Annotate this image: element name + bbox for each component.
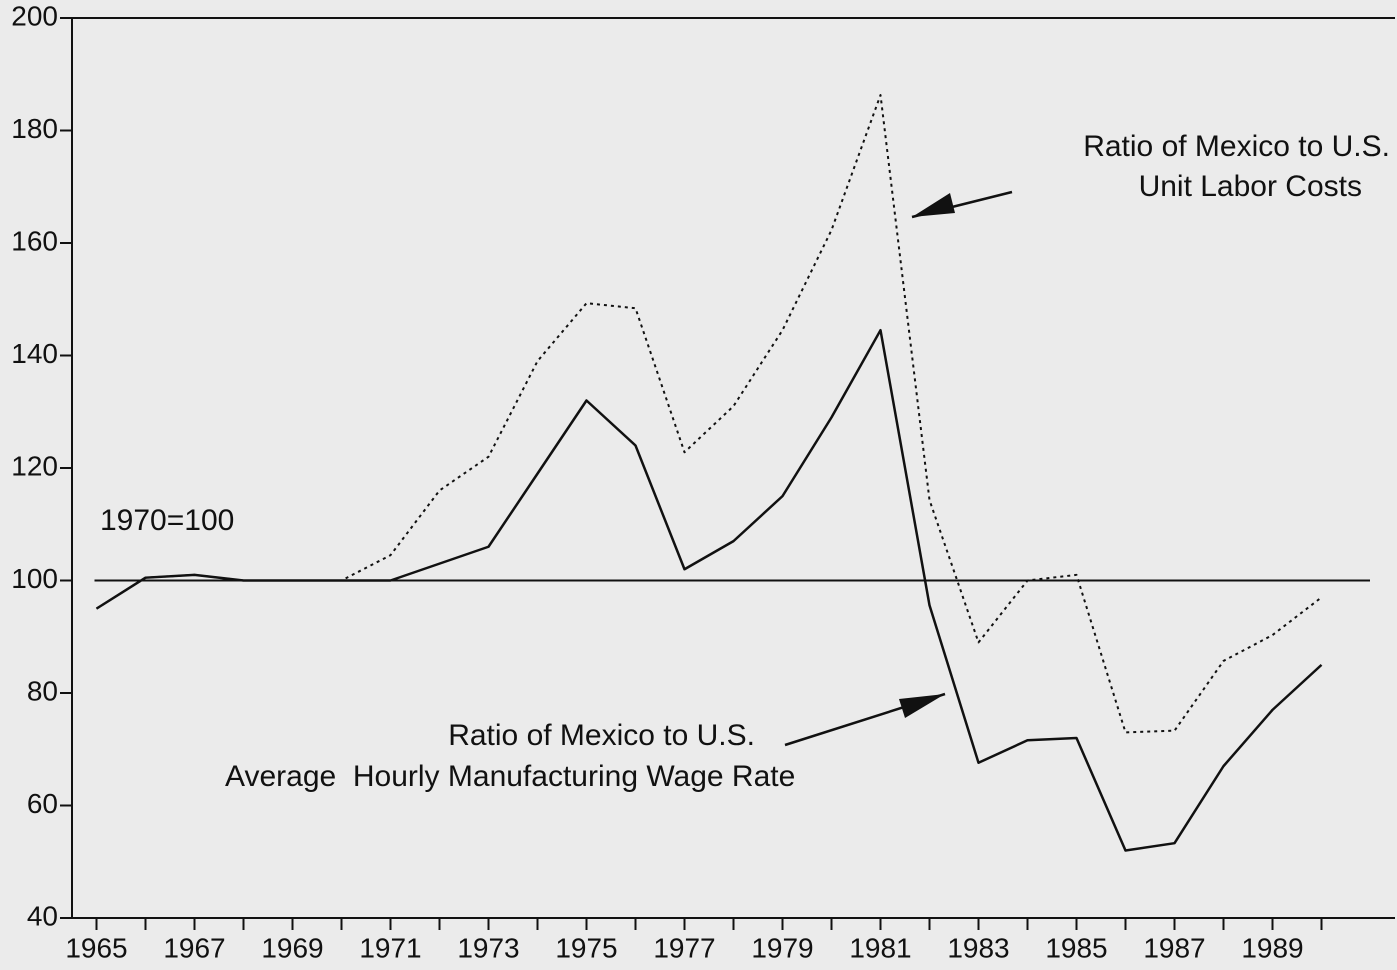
series-line xyxy=(95,94,1323,734)
x-tick-label: 1985 xyxy=(1045,932,1107,963)
x-tick-label: 1979 xyxy=(751,932,813,963)
annotation: 1970=100 xyxy=(100,504,234,537)
arrow-head xyxy=(912,193,955,217)
x-tick-label: 1981 xyxy=(849,932,911,963)
y-tick-label: 140 xyxy=(11,338,58,369)
arrow-head xyxy=(899,694,945,718)
y-tick-label: 200 xyxy=(11,0,58,31)
annotation: Unit Labor Costs xyxy=(1139,170,1362,203)
y-tick-label: 60 xyxy=(27,788,58,819)
x-tick-label: 1975 xyxy=(555,932,617,963)
y-tick-label: 100 xyxy=(11,563,58,594)
x-tick-label: 1983 xyxy=(947,932,1009,963)
x-tick-label: 1987 xyxy=(1143,932,1205,963)
y-tick-label: 80 xyxy=(27,675,58,706)
annotation: Ratio of Mexico to U.S. xyxy=(448,719,755,752)
y-tick-label: 120 xyxy=(11,450,58,481)
x-tick-label: 1977 xyxy=(653,932,715,963)
y-tick-label: 40 xyxy=(27,900,58,931)
x-tick-label: 1965 xyxy=(65,932,127,963)
x-tick-label: 1989 xyxy=(1241,932,1303,963)
x-tick-label: 1973 xyxy=(457,932,519,963)
y-tick-label: 160 xyxy=(11,225,58,256)
annotation: Average Hourly Manufacturing Wage Rate xyxy=(225,760,795,793)
x-tick-label: 1967 xyxy=(163,932,225,963)
x-tick-label: 1969 xyxy=(261,932,323,963)
y-tick-label: 180 xyxy=(11,113,58,144)
series-line xyxy=(95,328,1323,852)
annotation: Ratio of Mexico to U.S. xyxy=(1083,130,1390,163)
x-tick-label: 1971 xyxy=(359,932,421,963)
